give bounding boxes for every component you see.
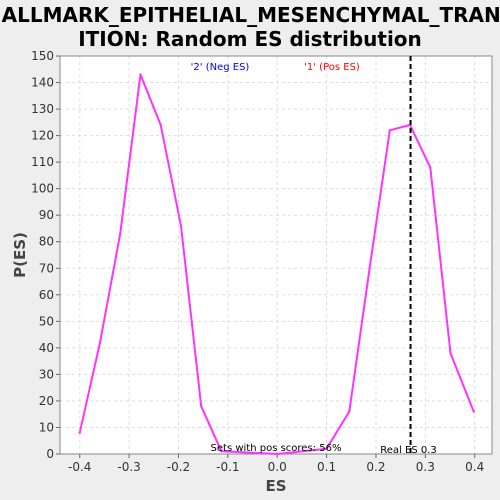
data-point	[429, 166, 432, 169]
y-tick-label: 20	[39, 394, 54, 408]
y-tick-label: 90	[39, 208, 54, 222]
y-tick-label: 150	[31, 49, 54, 63]
data-point	[98, 341, 102, 344]
legend-entry: '2' (Neg ES)	[191, 62, 250, 73]
axes: -0.4 -0.3 -0.2 -0.1 0.0 0.1 0.2 0.3 0.4 0 10 20 30 40…	[31, 49, 493, 474]
chart-title-line-1: HALLMARK_EPITHELIAL_MESENCHYMAL_TRANS	[0, 3, 500, 27]
y-tick-label: 100	[31, 182, 54, 196]
x-tick-label: 0.1	[317, 460, 336, 474]
data-point	[472, 410, 475, 413]
data-point	[200, 405, 203, 408]
data-point	[220, 450, 223, 453]
y-tick-label: 10	[39, 420, 54, 434]
y-tick-label: 140	[31, 76, 54, 90]
real-es-label: Real ES 0.3	[380, 445, 436, 456]
y-tick-label: 120	[31, 129, 54, 143]
data-point	[348, 410, 351, 413]
y-tick-label: 80	[39, 235, 54, 249]
y-tick-label: 110	[31, 155, 54, 169]
x-tick-label: 0.2	[366, 460, 385, 474]
data-point	[78, 431, 81, 434]
x-axis-label: ES	[265, 477, 286, 495]
y-tick-label: 40	[39, 341, 54, 355]
data-point	[325, 447, 328, 450]
x-tick-label: 0.3	[416, 460, 435, 474]
data-point	[449, 351, 452, 355]
x-tick-label: -0.2	[167, 460, 190, 474]
legend-entry: '1' (Pos ES)	[304, 62, 360, 73]
data-point	[388, 129, 392, 132]
x-tick-label: -0.1	[216, 460, 239, 474]
x-tick-label: -0.4	[68, 460, 91, 474]
plot-area	[60, 56, 492, 454]
data-point	[276, 452, 279, 456]
y-tick-label: 70	[39, 261, 54, 275]
chart-title-line-2: ITION: Random ES distribution	[78, 27, 422, 51]
series-layer	[78, 73, 475, 456]
data-point	[179, 224, 183, 228]
pos-scores-annotation: Sets with pos scores: 56%	[211, 443, 342, 454]
y-tick-label: 130	[31, 102, 54, 116]
x-tick-label: 0.4	[465, 460, 484, 474]
y-tick-label: 60	[39, 288, 54, 302]
x-tick-label: 0.0	[268, 460, 287, 474]
data-point	[139, 73, 142, 76]
data-point	[159, 123, 162, 127]
y-tick-label: 50	[39, 314, 54, 328]
y-tick-label: 0	[46, 447, 54, 461]
overlay-layer: Real ES 0.3 Sets with pos scores: 56% '2' …	[191, 56, 437, 456]
x-tick-label: -0.3	[117, 460, 140, 474]
y-tick-label: 30	[39, 367, 54, 381]
y-axis-label: P(ES)	[11, 232, 29, 278]
data-point	[119, 232, 122, 235]
data-point	[368, 267, 371, 270]
